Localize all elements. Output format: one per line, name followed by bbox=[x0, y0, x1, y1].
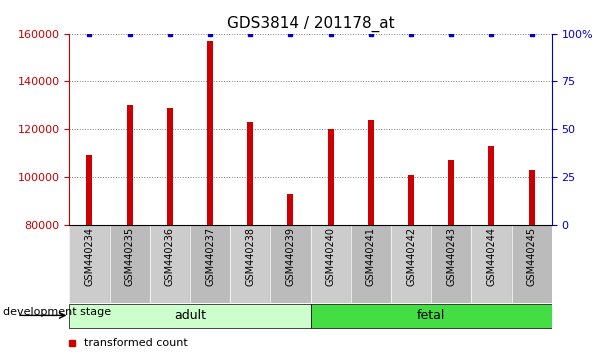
Bar bbox=[190, 225, 230, 303]
Text: GSM440243: GSM440243 bbox=[446, 227, 456, 286]
Bar bbox=[368, 120, 374, 225]
Text: adult: adult bbox=[174, 309, 206, 322]
Bar bbox=[529, 170, 535, 225]
Text: GSM440245: GSM440245 bbox=[526, 227, 537, 286]
Bar bbox=[86, 155, 92, 225]
Text: GSM440234: GSM440234 bbox=[84, 227, 95, 286]
Bar bbox=[327, 129, 333, 225]
Bar bbox=[311, 304, 552, 328]
Text: GSM440238: GSM440238 bbox=[245, 227, 255, 286]
Text: transformed count: transformed count bbox=[84, 338, 188, 348]
Bar bbox=[511, 225, 552, 303]
Text: GSM440239: GSM440239 bbox=[285, 227, 295, 286]
Bar bbox=[408, 175, 414, 225]
Bar bbox=[69, 304, 311, 328]
Text: fetal: fetal bbox=[417, 309, 446, 322]
Title: GDS3814 / 201178_at: GDS3814 / 201178_at bbox=[227, 16, 394, 32]
Bar bbox=[391, 225, 431, 303]
Bar bbox=[270, 225, 311, 303]
Text: GSM440235: GSM440235 bbox=[125, 227, 134, 286]
Bar bbox=[207, 41, 213, 225]
Text: GSM440241: GSM440241 bbox=[366, 227, 376, 286]
Text: GSM440236: GSM440236 bbox=[165, 227, 175, 286]
Text: GSM440242: GSM440242 bbox=[406, 227, 416, 286]
Text: GSM440244: GSM440244 bbox=[487, 227, 496, 286]
Text: GSM440240: GSM440240 bbox=[326, 227, 336, 286]
Bar bbox=[150, 225, 190, 303]
Bar bbox=[448, 160, 454, 225]
Bar bbox=[431, 225, 472, 303]
Text: development stage: development stage bbox=[3, 307, 111, 318]
Bar bbox=[110, 225, 150, 303]
Bar bbox=[472, 225, 511, 303]
Text: GSM440237: GSM440237 bbox=[205, 227, 215, 286]
Bar bbox=[351, 225, 391, 303]
Bar bbox=[69, 225, 110, 303]
Bar bbox=[488, 146, 494, 225]
Bar bbox=[230, 225, 270, 303]
Bar bbox=[247, 122, 253, 225]
Bar bbox=[311, 225, 351, 303]
Bar bbox=[127, 105, 133, 225]
Bar bbox=[167, 108, 173, 225]
Bar bbox=[288, 194, 294, 225]
